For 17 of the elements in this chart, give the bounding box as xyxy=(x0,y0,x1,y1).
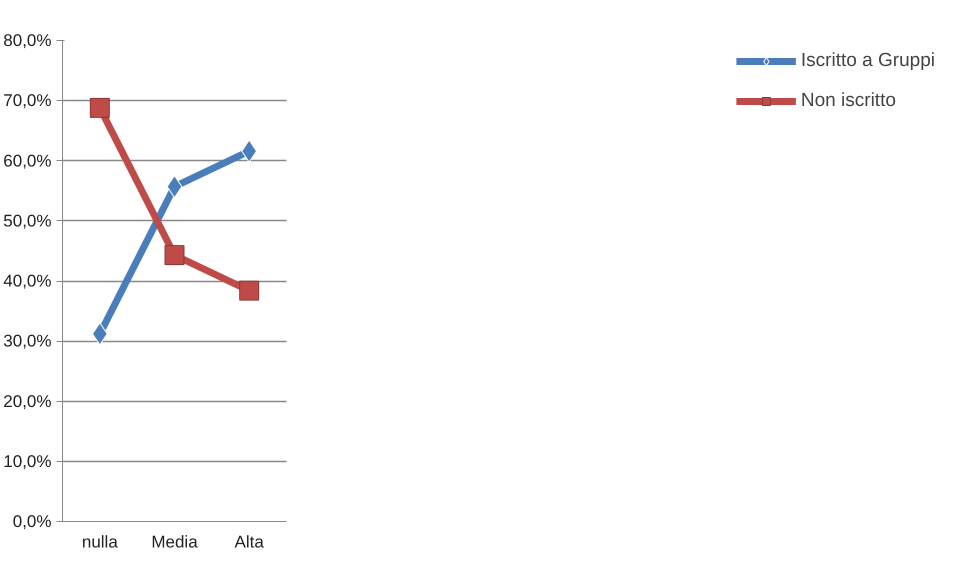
x-tick-label: Alta xyxy=(234,532,264,552)
y-tick-label: 80,0% xyxy=(3,31,52,50)
y-tick-label: 40,0% xyxy=(3,272,52,290)
x-tick-label: nulla xyxy=(82,532,118,552)
y-tick-label: 10,0% xyxy=(3,452,52,471)
point xyxy=(90,98,110,118)
y-tick-label: 20,0% xyxy=(3,392,52,411)
point xyxy=(164,245,184,266)
y-tick-label: 0,0% xyxy=(12,512,52,531)
point xyxy=(239,280,260,301)
y-tick-label: 50,0% xyxy=(3,211,52,230)
y-tick-label: 60,0% xyxy=(3,151,52,170)
legend-label: Non iscritto xyxy=(800,90,896,112)
legend-label: Iscritto a Gruppi xyxy=(800,50,935,72)
x-tick-label: Media xyxy=(151,532,198,552)
y-tick-label: 70,0% xyxy=(3,91,52,110)
y-tick-label: 30,0% xyxy=(3,332,52,351)
